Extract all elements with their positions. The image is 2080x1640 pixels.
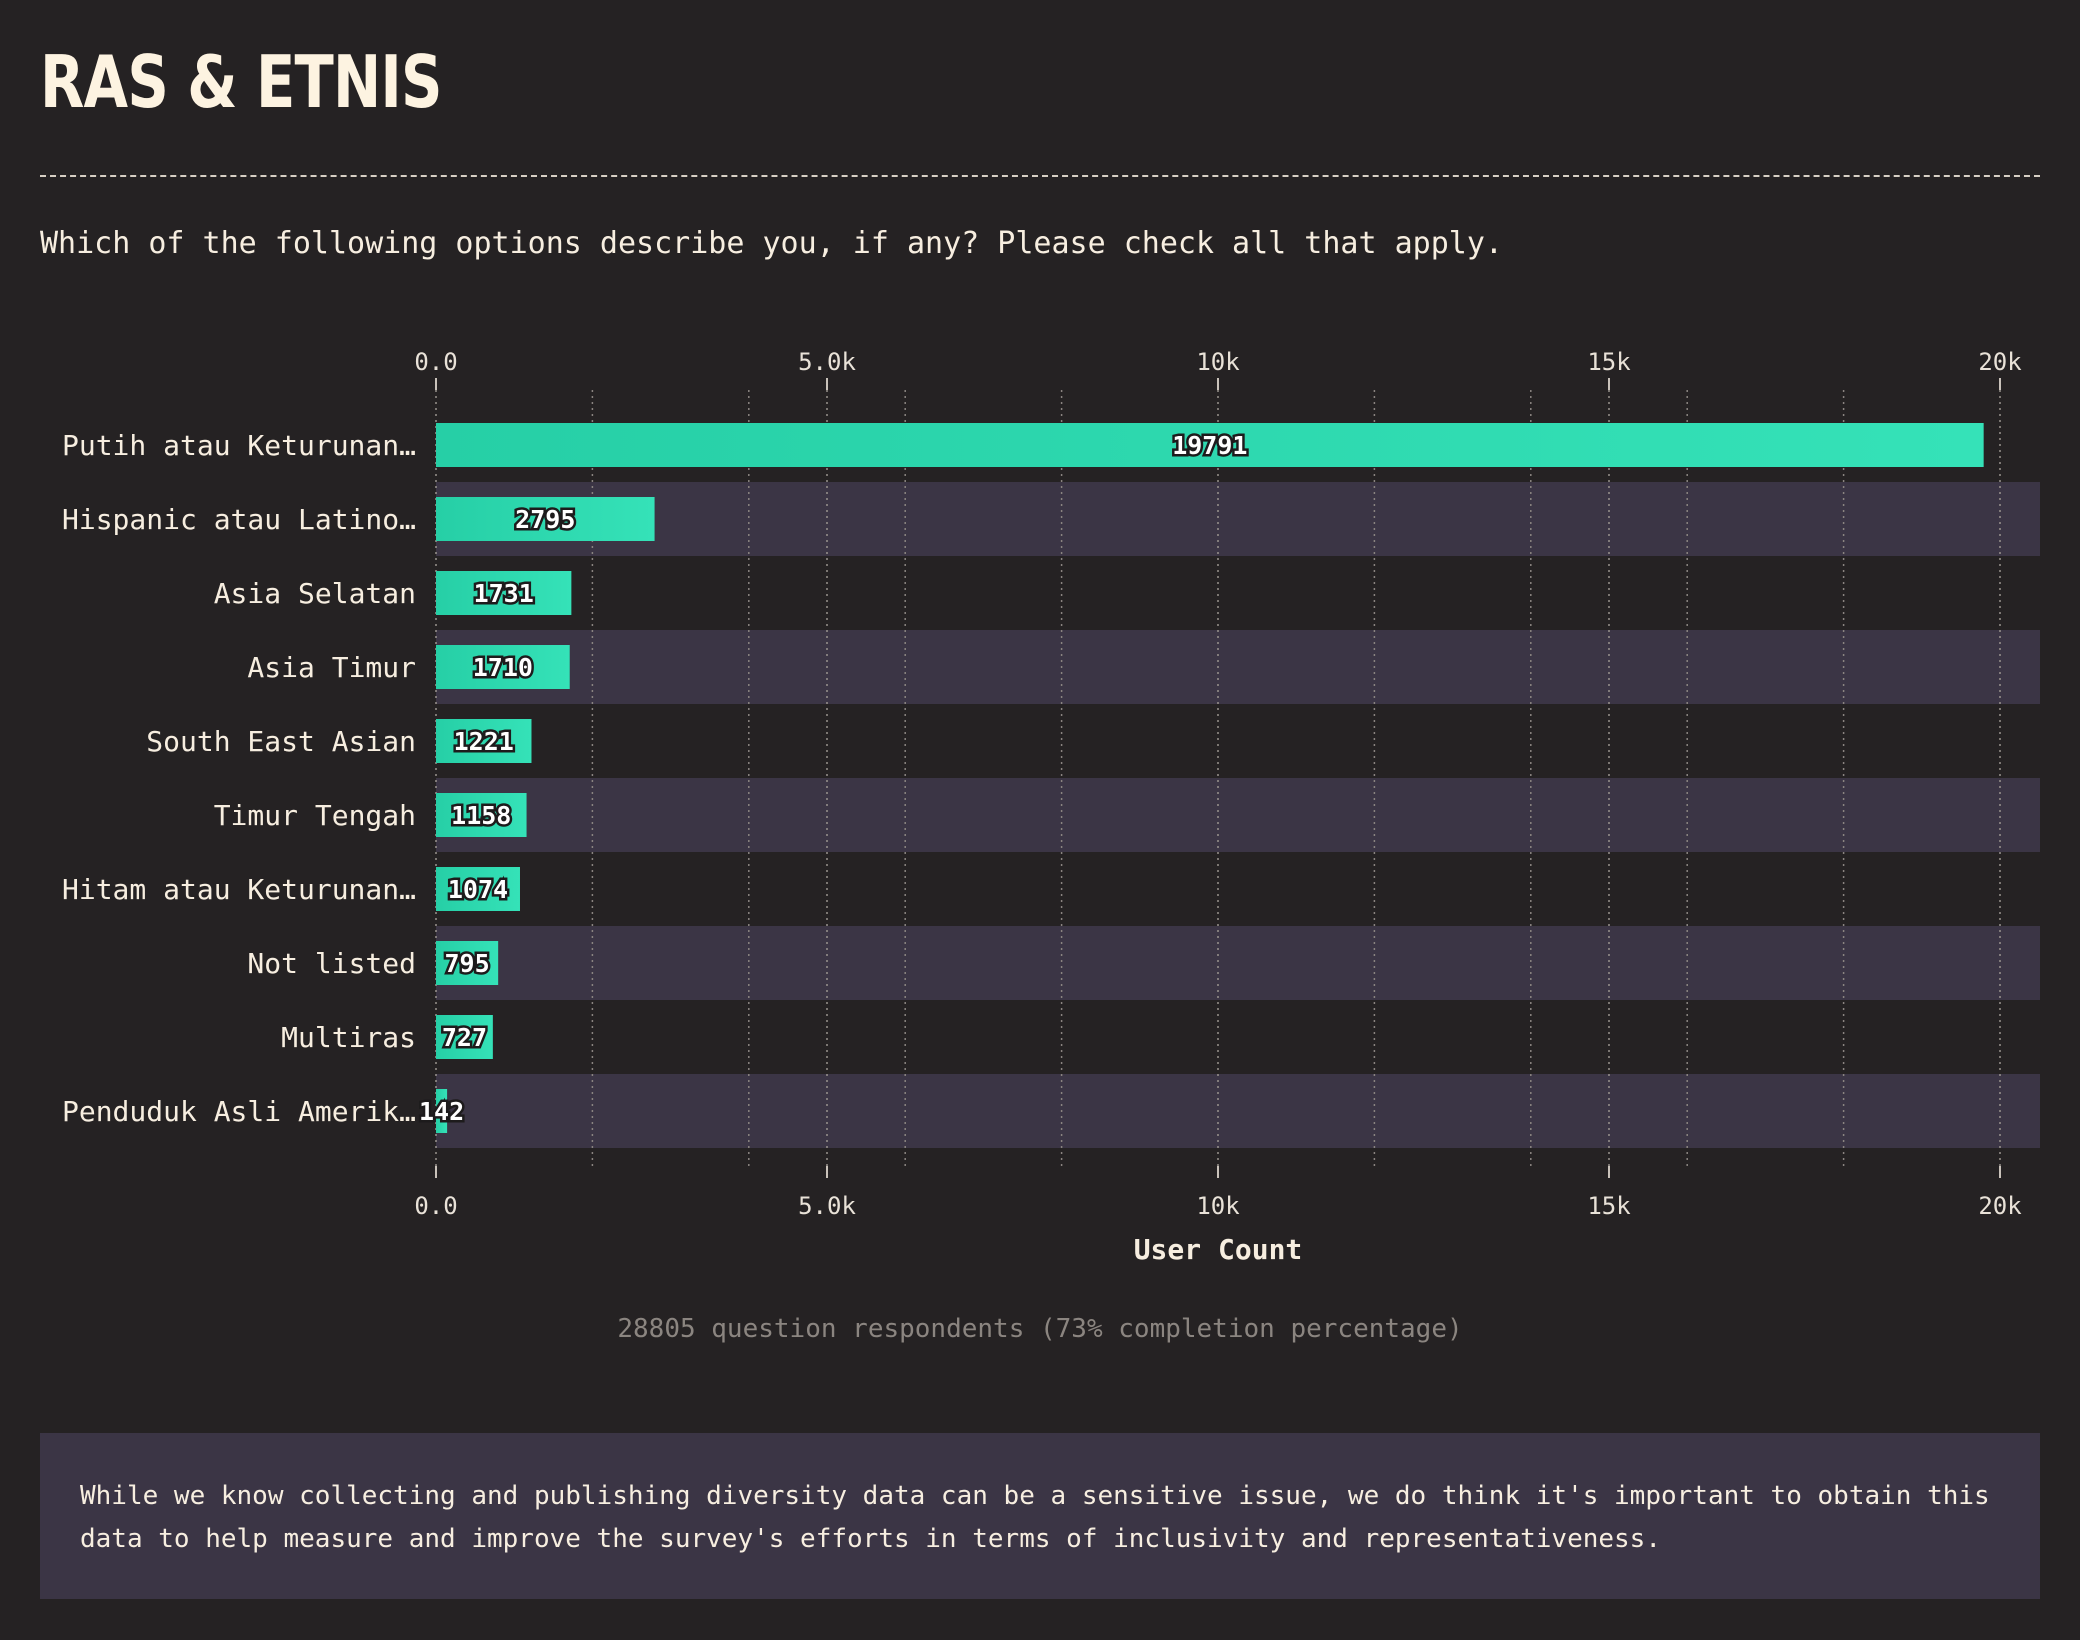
- tick-label-top: 15k: [1587, 348, 1631, 376]
- category-label: Timur Tengah: [214, 799, 416, 832]
- x-axis-title: User Count: [1134, 1233, 1303, 1266]
- bar: [436, 497, 655, 541]
- category-label: Penduduk Asli Amerik…: [62, 1095, 416, 1128]
- tick-label-top: 0.0: [414, 348, 457, 376]
- category-label: Hitam atau Keturunan…: [62, 873, 416, 906]
- tick-label-bottom: 15k: [1587, 1192, 1631, 1220]
- category-label: Asia Timur: [247, 651, 416, 684]
- respondents-note: 28805 question respondents (73% completi…: [617, 1314, 1463, 1344]
- tick-label-bottom: 0.0: [414, 1192, 457, 1220]
- row-stripes: [436, 482, 2040, 1148]
- bar: [436, 719, 532, 763]
- value-label: 142: [419, 1097, 464, 1126]
- tick-label-bottom: 5.0k: [798, 1192, 856, 1220]
- survey-question: Which of the following options describe …: [40, 226, 1503, 261]
- row-stripe: [436, 630, 2040, 704]
- category-label: Asia Selatan: [214, 577, 416, 610]
- category-labels: Putih atau Keturunan… Hispanic atau Latin…: [62, 429, 416, 1128]
- value-label: 1221: [454, 727, 514, 756]
- x-axis-bottom: 0.0 5.0k 10k 15k 20k: [414, 1166, 2022, 1220]
- tick-label-bottom: 10k: [1196, 1192, 1240, 1220]
- bar: [436, 1089, 448, 1133]
- value-label: 19791: [1172, 431, 1247, 460]
- category-label: Hispanic atau Latino…: [62, 503, 416, 536]
- value-label: 1074: [448, 875, 508, 904]
- bar: [436, 793, 527, 837]
- x-axis-top: 0.0 5.0k 10k 15k 20k: [414, 348, 2022, 390]
- value-label: 727: [442, 1023, 487, 1052]
- row-stripe: [436, 1074, 2040, 1148]
- page-title: RAS & ETNIS: [40, 40, 443, 124]
- row-stripe: [436, 926, 2040, 1000]
- bar: [436, 941, 499, 985]
- bar: [436, 867, 520, 911]
- value-label: 1710: [473, 653, 533, 682]
- category-label: Not listed: [247, 947, 416, 980]
- value-label: 1731: [474, 579, 534, 608]
- title-divider: [40, 175, 2040, 177]
- diversity-note-text: While we know collecting and publishing …: [80, 1481, 1990, 1554]
- bars: [436, 423, 1984, 1133]
- diversity-note-box: While we know collecting and publishing …: [40, 1433, 2040, 1599]
- bar: [436, 571, 572, 615]
- category-label: Putih atau Keturunan…: [62, 429, 416, 462]
- row-stripe: [436, 778, 2040, 852]
- tick-label-top: 20k: [1978, 348, 2022, 376]
- tick-label-top: 10k: [1196, 348, 1240, 376]
- value-label: 795: [445, 949, 490, 978]
- bar: [436, 423, 1984, 467]
- category-label: Multiras: [281, 1021, 416, 1054]
- category-label: South East Asian: [146, 725, 416, 758]
- row-stripe: [436, 482, 2040, 556]
- tick-label-top: 5.0k: [798, 348, 856, 376]
- bar: [436, 1015, 493, 1059]
- value-label: 1158: [451, 801, 511, 830]
- tick-label-bottom: 20k: [1978, 1192, 2022, 1220]
- value-label: 2795: [515, 505, 575, 534]
- bar: [436, 645, 570, 689]
- value-labels: 19791 2795 1731 1710 1221 1158 1074 795 727 142: [416, 429, 1249, 1129]
